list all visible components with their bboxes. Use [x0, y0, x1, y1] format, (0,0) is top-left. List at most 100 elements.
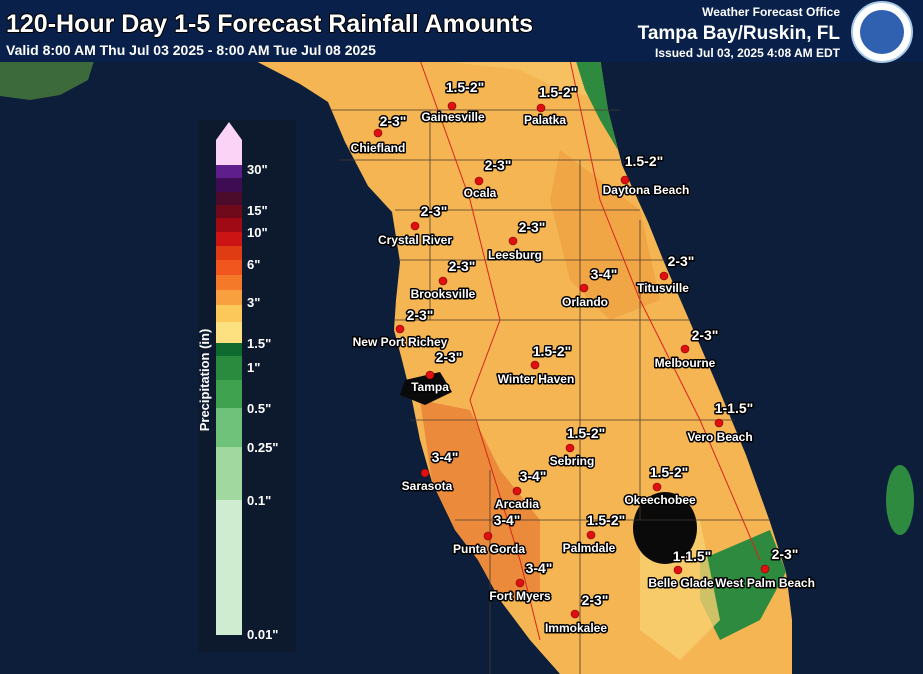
- city-name: West Palm Beach: [715, 576, 815, 590]
- city-name: Daytona Beach: [603, 183, 690, 197]
- city-layer: Gainesville 1.5-2" Palatka 1.5-2" Chiefland 2…: [349, 78, 816, 637]
- legend-panel: [198, 120, 296, 652]
- rain-area: [420, 400, 540, 600]
- city-name: Orlando: [562, 295, 608, 309]
- colorbar-band: [216, 343, 242, 356]
- rain-amount: 2-3": [668, 253, 695, 269]
- colorbar-band: [216, 205, 242, 218]
- rain-amount: 1.5-2": [587, 512, 626, 528]
- colorbar-arrow: [216, 122, 242, 140]
- rain-amount: 1.5-2": [625, 153, 664, 169]
- office-label: Weather Forecast Office: [702, 5, 840, 19]
- roads: [419, 59, 761, 641]
- rain-amount: 2-3": [449, 258, 476, 274]
- legend-label: 0.01": [247, 627, 278, 642]
- colorbar: 30" 15" 10" 6" 3" 1.5" 1" 0.5" 0.25" 0.1" 0.01": [216, 122, 278, 642]
- lake-okeechobee: [633, 492, 697, 564]
- city-name: Okeechobee: [624, 493, 696, 507]
- colorbar-band: [216, 447, 242, 500]
- colorbar-band: [216, 165, 242, 178]
- legend-label: 0.1": [247, 493, 271, 508]
- colorbar-band: [216, 380, 242, 408]
- rain-amount: 2-3": [692, 327, 719, 343]
- legend-label: 15": [247, 203, 268, 218]
- colorbar-band: [216, 140, 242, 165]
- tampa-bay: [400, 372, 452, 405]
- city-name: New Port Richey: [353, 335, 448, 349]
- rain-area: [550, 150, 660, 320]
- colorbar-band: [216, 260, 242, 275]
- colorbar-band: [216, 290, 242, 305]
- colorbar-band: [216, 322, 242, 343]
- colorbar-band: [216, 246, 242, 260]
- rain-amount: 3-4": [520, 468, 547, 484]
- rain-amount: 1.5-2": [533, 343, 572, 359]
- rain-area: [430, 58, 605, 100]
- city-name: Belle Glade: [648, 576, 714, 590]
- valid-time: Valid 8:00 AM Thu Jul 03 2025 - 8:00 AM …: [6, 42, 376, 58]
- rain-amount: 2-3": [772, 546, 799, 562]
- legend-label: 3": [247, 295, 260, 310]
- rain-amount: 2-3": [421, 203, 448, 219]
- city-dot: [512, 486, 522, 496]
- city-name: Punta Gorda: [453, 542, 525, 556]
- city-name: Fort Myers: [489, 589, 551, 603]
- legend-label: 30": [247, 162, 268, 177]
- rain-amount: 3-4": [526, 560, 553, 576]
- city-name: Sarasota: [402, 479, 453, 493]
- city-dot: [373, 128, 383, 138]
- city-dot: [536, 103, 546, 113]
- legend-label: 0.5": [247, 401, 271, 416]
- city-dot: [395, 324, 405, 334]
- header-bar: [0, 0, 923, 62]
- rain-amount: 1.5-2": [446, 79, 485, 95]
- city-dot: [570, 609, 580, 619]
- rain-amount: 3-4": [432, 449, 459, 465]
- county-lines: [330, 109, 770, 674]
- rain-area: [575, 58, 618, 150]
- rain-amount: 2-3": [582, 592, 609, 608]
- city-dot: [565, 443, 575, 453]
- city-dot: [425, 370, 435, 380]
- city-dot: [483, 531, 493, 541]
- city-name: Ocala: [464, 186, 497, 200]
- city-name: Winter Haven: [498, 372, 575, 386]
- nws-logo-inner: [860, 10, 904, 54]
- city-dot: [620, 175, 630, 185]
- land-northwest: [0, 58, 95, 100]
- city-dot: [680, 344, 690, 354]
- city-dot: [760, 564, 770, 574]
- colorbar-band: [216, 356, 242, 380]
- city-dot: [420, 468, 430, 478]
- legend-label: 6": [247, 257, 260, 272]
- colorbar-band: [216, 305, 242, 322]
- rain-amount: 2-3": [407, 307, 434, 323]
- rain-amount: 1.5-2": [539, 84, 578, 100]
- rain-amount: 3-4": [591, 266, 618, 282]
- city-dot: [652, 482, 662, 492]
- city-dot: [447, 101, 457, 111]
- colorbar-band: [216, 178, 242, 192]
- legend-label: 10": [247, 225, 268, 240]
- colorbar-band: [216, 275, 242, 290]
- city-dot: [530, 360, 540, 370]
- legend-label: 1": [247, 360, 260, 375]
- city-name: Sebring: [550, 454, 595, 468]
- city-name: Arcadia: [495, 497, 539, 511]
- rain-amount: 1-1.5": [715, 400, 754, 416]
- rain-amount: 2-3": [380, 113, 407, 129]
- rain-amount: 1.5-2": [567, 425, 606, 441]
- rain-area: [700, 530, 786, 640]
- legend-label: 0.25": [247, 440, 278, 455]
- legend-label: 1.5": [247, 336, 271, 351]
- colorbar-band: [216, 408, 242, 447]
- office-name: Tampa Bay/Ruskin, FL: [638, 23, 841, 44]
- city-name: Crystal River: [378, 233, 452, 247]
- colorbar-band: [216, 192, 242, 205]
- rain-amount: 2-3": [519, 219, 546, 235]
- colorbar-band: [216, 500, 242, 635]
- city-name: Melbourne: [655, 356, 716, 370]
- rain-amount: 1.5-2": [650, 464, 689, 480]
- city-dot: [474, 176, 484, 186]
